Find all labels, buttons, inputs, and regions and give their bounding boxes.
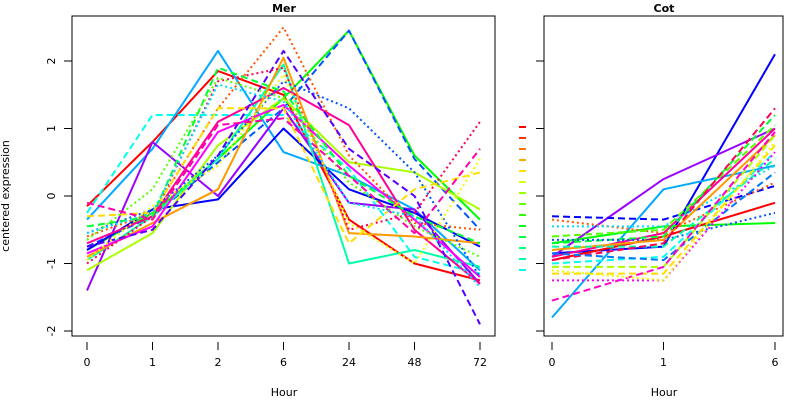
cot-x-tick-label: 1 [660, 356, 667, 369]
color-legend [519, 126, 526, 271]
mer-series-lines [86, 26, 481, 325]
cot-series-line-pink-solid [551, 127, 776, 258]
x-axis-label-cot: Hour [651, 386, 678, 399]
mer-y-tick-label: 1 [45, 125, 58, 132]
x-axis-label-mer: Hour [271, 386, 298, 399]
mer-y-tick-label: 0 [45, 193, 58, 200]
cot-series-line-sky-solid [551, 164, 776, 319]
mer-series-line-lime-solid [86, 97, 481, 272]
cot-series-line-red-dashed [551, 107, 776, 262]
mer-y-axis: -2 -1 0 1 2 [45, 58, 72, 337]
cot-series-lines [551, 53, 776, 319]
mer-series-line-cyan-dashed [86, 114, 481, 275]
y-axis-label: centered expression [0, 140, 12, 252]
cot-y-axis [536, 60, 544, 332]
mer-x-tick-label: 1 [149, 356, 156, 369]
mer-y-tick-label: 2 [45, 58, 58, 65]
panel-title-mer: Mer [272, 2, 296, 15]
mer-series-line-spring-dotted [86, 76, 481, 258]
cot-series-line-purple-solid [551, 127, 776, 258]
panel-title-cot: Cot [654, 2, 675, 15]
mer-x-axis: 0 1 2 6 24 48 72 [84, 342, 487, 369]
cot-series-line-green-dashed [551, 114, 776, 245]
mer-series-line-pink-solid [86, 87, 481, 285]
plot-frame-mer [71, 15, 496, 337]
mer-series-line-green-dashed [86, 66, 481, 245]
mer-x-tick-label: 0 [84, 356, 91, 369]
mer-series-line-violet-dashed [86, 49, 481, 325]
mer-series-line-cyan-dotted [86, 83, 481, 288]
panel-mer: Mer 0 1 2 6 24 48 72 -2 -1 0 1 2 Hour centered exp… [0, 2, 496, 399]
mer-x-tick-label: 72 [473, 356, 487, 369]
plot-frame-cot [543, 15, 784, 337]
mer-x-tick-label: 48 [408, 356, 422, 369]
mer-series-line-purple-solid [86, 107, 481, 291]
cot-series-line-teal-dashed [552, 158, 776, 248]
mer-x-tick-label: 2 [215, 356, 222, 369]
mer-series-line-yellow-dashed [86, 107, 481, 245]
cot-series-line-magenta-dashed [551, 131, 776, 302]
cot-series-line-lime-dashed [551, 124, 776, 238]
cot-series-line-yellow-dotted [551, 141, 776, 282]
cot-x-tick-label: 6 [772, 356, 779, 369]
mer-series-line-blue-dotted [86, 80, 481, 278]
mer-series-line-magenta-solid [86, 103, 481, 278]
mer-y-tick-label: -1 [45, 258, 58, 269]
mer-series-line-orange-dotted [86, 26, 481, 238]
mer-x-tick-label: 6 [280, 356, 287, 369]
mer-series-line-orange-solid [86, 56, 481, 258]
cot-x-axis: 0 1 6 [549, 342, 779, 369]
cot-series-line-blue2-dashed [551, 171, 776, 262]
mer-series-line-magenta-dashed [86, 117, 481, 235]
mer-y-tick-label: -2 [45, 326, 58, 337]
panel-cot: Cot 0 1 6 Hour [519, 2, 784, 399]
cot-x-tick-label: 0 [549, 356, 556, 369]
cot-series-line-blue-dashed [551, 184, 776, 221]
mer-x-tick-label: 24 [342, 356, 356, 369]
